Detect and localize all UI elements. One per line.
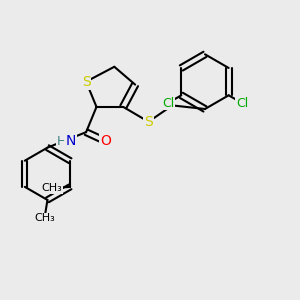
Text: Cl: Cl (236, 97, 248, 110)
Text: O: O (100, 134, 111, 148)
Text: N: N (65, 134, 76, 148)
Text: S: S (144, 115, 153, 129)
Text: CH₃: CH₃ (34, 213, 55, 224)
Text: H: H (57, 135, 66, 148)
Text: CH₃: CH₃ (41, 183, 62, 193)
Text: Cl: Cl (162, 97, 174, 110)
Text: S: S (82, 75, 91, 88)
